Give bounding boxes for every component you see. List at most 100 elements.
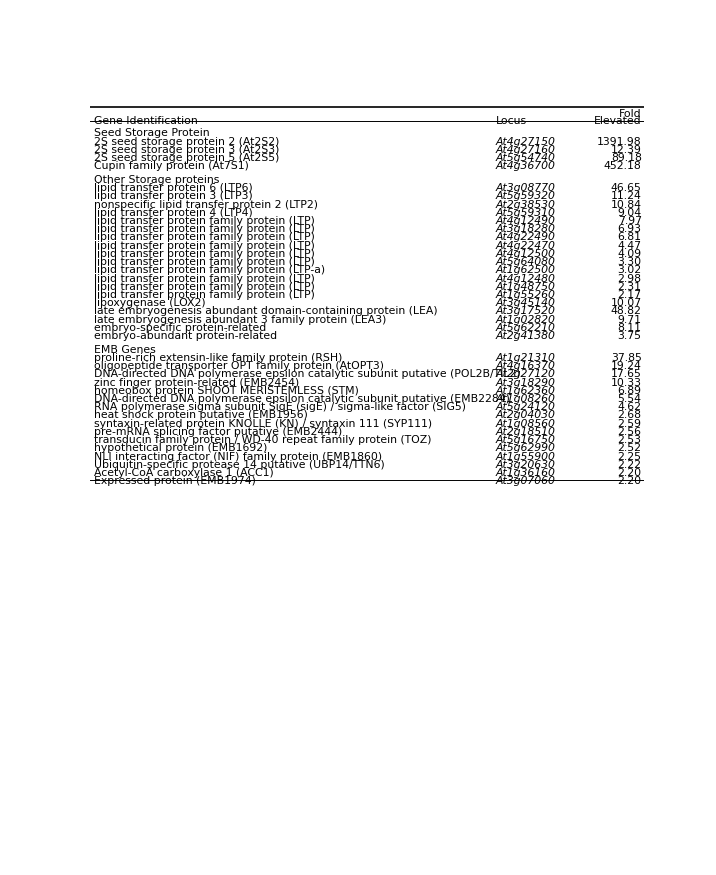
Text: DNA-directed DNA polymerase epsilon catalytic subunit putative (EMB2284): DNA-directed DNA polymerase epsilon cata…	[94, 394, 510, 404]
Text: At1g08260: At1g08260	[495, 394, 556, 404]
Text: Gene Identification: Gene Identification	[94, 116, 198, 126]
Text: lipid transfer protein family protein (LTP): lipid transfer protein family protein (L…	[94, 257, 315, 267]
Text: Expressed protein (EMB1974): Expressed protein (EMB1974)	[94, 476, 256, 487]
Text: At3g18280: At3g18280	[495, 224, 556, 234]
Text: At3g17520: At3g17520	[495, 306, 556, 317]
Text: 89.18: 89.18	[611, 153, 642, 163]
Text: At2g04030: At2g04030	[495, 410, 556, 421]
Text: 10.07: 10.07	[611, 298, 642, 308]
Text: At1g62360: At1g62360	[495, 386, 556, 396]
Text: lipid transfer protein family protein (LTP): lipid transfer protein family protein (L…	[94, 233, 315, 242]
Text: 2.59: 2.59	[618, 418, 642, 429]
Text: 11.24: 11.24	[611, 192, 642, 201]
Text: 19.24: 19.24	[611, 361, 642, 371]
Text: At4g22470: At4g22470	[495, 241, 556, 250]
Text: nonspecific lipid transfer protein 2 (LTP2): nonspecific lipid transfer protein 2 (LT…	[94, 200, 318, 209]
Text: 6.93: 6.93	[618, 224, 642, 234]
Text: zinc finger protein-related (EMB2454): zinc finger protein-related (EMB2454)	[94, 377, 299, 388]
Text: At3g18290: At3g18290	[495, 377, 556, 388]
Text: 2.17: 2.17	[618, 290, 642, 300]
Text: At1g62500: At1g62500	[495, 265, 556, 276]
Text: pre-mRNA splicing factor putative (EMB2444): pre-mRNA splicing factor putative (EMB24…	[94, 427, 342, 437]
Text: Other Storage proteins: Other Storage proteins	[94, 175, 219, 185]
Text: At5g62210: At5g62210	[495, 323, 556, 332]
Text: 9.04: 9.04	[617, 207, 642, 218]
Text: 2.98: 2.98	[618, 274, 642, 284]
Text: At4g16370: At4g16370	[495, 361, 556, 371]
Text: 1391.98: 1391.98	[597, 136, 642, 147]
Text: DNA-directed DNA polymerase epsilon catalytic subunit putative (POL2B/TIL2): DNA-directed DNA polymerase epsilon cata…	[94, 369, 521, 380]
Text: 46.65: 46.65	[611, 183, 642, 193]
Text: Seed Storage Protein: Seed Storage Protein	[94, 129, 210, 138]
Text: At3g07060: At3g07060	[495, 476, 556, 487]
Text: 10.84: 10.84	[611, 200, 642, 209]
Text: 2.20: 2.20	[617, 476, 642, 487]
Text: 7.97: 7.97	[618, 216, 642, 226]
Text: lipid transfer protein family protein (LTP): lipid transfer protein family protein (L…	[94, 224, 315, 234]
Text: 452.18: 452.18	[604, 161, 642, 172]
Text: late embryogenesis abundant 3 family protein (LEA3): late embryogenesis abundant 3 family pro…	[94, 315, 387, 325]
Text: EMB Genes: EMB Genes	[94, 345, 155, 354]
Text: 2.53: 2.53	[618, 435, 642, 445]
Text: 2.22: 2.22	[618, 459, 642, 470]
Text: lipid transfer protein family protein (LTP): lipid transfer protein family protein (L…	[94, 248, 315, 259]
Text: 17.65: 17.65	[611, 369, 642, 380]
Text: heat shock protein putative (EMB1956): heat shock protein putative (EMB1956)	[94, 410, 308, 421]
Text: At5g59310: At5g59310	[495, 207, 556, 218]
Text: 6.81: 6.81	[618, 233, 642, 242]
Text: lipid transfer protein family protein (LTP): lipid transfer protein family protein (L…	[94, 216, 315, 226]
Text: 5.54: 5.54	[618, 394, 642, 404]
Text: At4g12480: At4g12480	[495, 274, 556, 284]
Text: 2.52: 2.52	[618, 444, 642, 453]
Text: RNA polymerase sigma subunit SigE (sigE) / sigma-like factor (SIG5): RNA polymerase sigma subunit SigE (sigE)…	[94, 402, 466, 412]
Text: At2g41380: At2g41380	[495, 331, 556, 341]
Text: At1g36160: At1g36160	[495, 468, 556, 478]
Text: lipid transfer protein family protein (LTP-a): lipid transfer protein family protein (L…	[94, 265, 325, 276]
Text: At5g59320: At5g59320	[495, 192, 556, 201]
Text: Elevated: Elevated	[594, 116, 642, 126]
Text: 2S seed storage protein 2 (At2S2): 2S seed storage protein 2 (At2S2)	[94, 136, 279, 147]
Text: At3g45140: At3g45140	[495, 298, 556, 308]
Text: homeobox protein SHOOT MERISTEMLESS (STM): homeobox protein SHOOT MERISTEMLESS (STM…	[94, 386, 359, 396]
Text: At3g08770: At3g08770	[495, 183, 556, 193]
Text: 2.20: 2.20	[617, 468, 642, 478]
Text: 12.39: 12.39	[611, 145, 642, 155]
Text: proline-rich extensin-like family protein (RSH): proline-rich extensin-like family protei…	[94, 353, 342, 363]
Text: oligopeptide transporter OPT family protein (AtOPT3): oligopeptide transporter OPT family prot…	[94, 361, 384, 371]
Text: 8.11: 8.11	[618, 323, 642, 332]
Text: At5g24120: At5g24120	[495, 402, 556, 412]
Text: At2g38530: At2g38530	[495, 200, 556, 209]
Text: 10.33: 10.33	[611, 377, 642, 388]
Text: At5g64080: At5g64080	[495, 257, 556, 267]
Text: embryo-specific protein-related: embryo-specific protein-related	[94, 323, 266, 332]
Text: 3.75: 3.75	[618, 331, 642, 341]
Text: 2.56: 2.56	[618, 427, 642, 437]
Text: At5g62990: At5g62990	[495, 444, 556, 453]
Text: At4g22490: At4g22490	[495, 233, 556, 242]
Text: lipid transfer protein family protein (LTP): lipid transfer protein family protein (L…	[94, 274, 315, 284]
Text: NLI interacting factor (NIF) family protein (EMB1860): NLI interacting factor (NIF) family prot…	[94, 452, 382, 461]
Text: lipid transfer protein family protein (LTP): lipid transfer protein family protein (L…	[94, 241, 315, 250]
Text: 9.71: 9.71	[618, 315, 642, 325]
Text: 2S seed storage protein 5 (At2S5): 2S seed storage protein 5 (At2S5)	[94, 153, 279, 163]
Text: At1g55260: At1g55260	[495, 290, 556, 300]
Text: At5g54740: At5g54740	[495, 153, 556, 163]
Text: late embryogenesis abundant domain-containing protein (LEA): late embryogenesis abundant domain-conta…	[94, 306, 437, 317]
Text: hypothetical protein (EMB1692): hypothetical protein (EMB1692)	[94, 444, 267, 453]
Text: 6.89: 6.89	[618, 386, 642, 396]
Text: Cupin family protein (At7S1): Cupin family protein (At7S1)	[94, 161, 249, 172]
Text: Ubiquitin-specific protease 14 putative (UBP14/TTN6): Ubiquitin-specific protease 14 putative …	[94, 459, 384, 470]
Text: lipid transfer protein family protein (LTP): lipid transfer protein family protein (L…	[94, 290, 315, 300]
Text: At5g16750: At5g16750	[495, 435, 556, 445]
Text: 2.25: 2.25	[618, 452, 642, 461]
Text: 2.31: 2.31	[618, 282, 642, 291]
Text: lipid transfer protein 6 (LTP6): lipid transfer protein 6 (LTP6)	[94, 183, 253, 193]
Text: Acetyl-CoA carboxylase 1 (ACC1): Acetyl-CoA carboxylase 1 (ACC1)	[94, 468, 274, 478]
Text: Locus: Locus	[495, 116, 527, 126]
Text: 37.85: 37.85	[611, 353, 642, 363]
Text: At2g18510: At2g18510	[495, 427, 556, 437]
Text: At3g20630: At3g20630	[495, 459, 556, 470]
Text: 48.82: 48.82	[611, 306, 642, 317]
Text: 4.62: 4.62	[618, 402, 642, 412]
Text: At4g36700: At4g36700	[495, 161, 556, 172]
